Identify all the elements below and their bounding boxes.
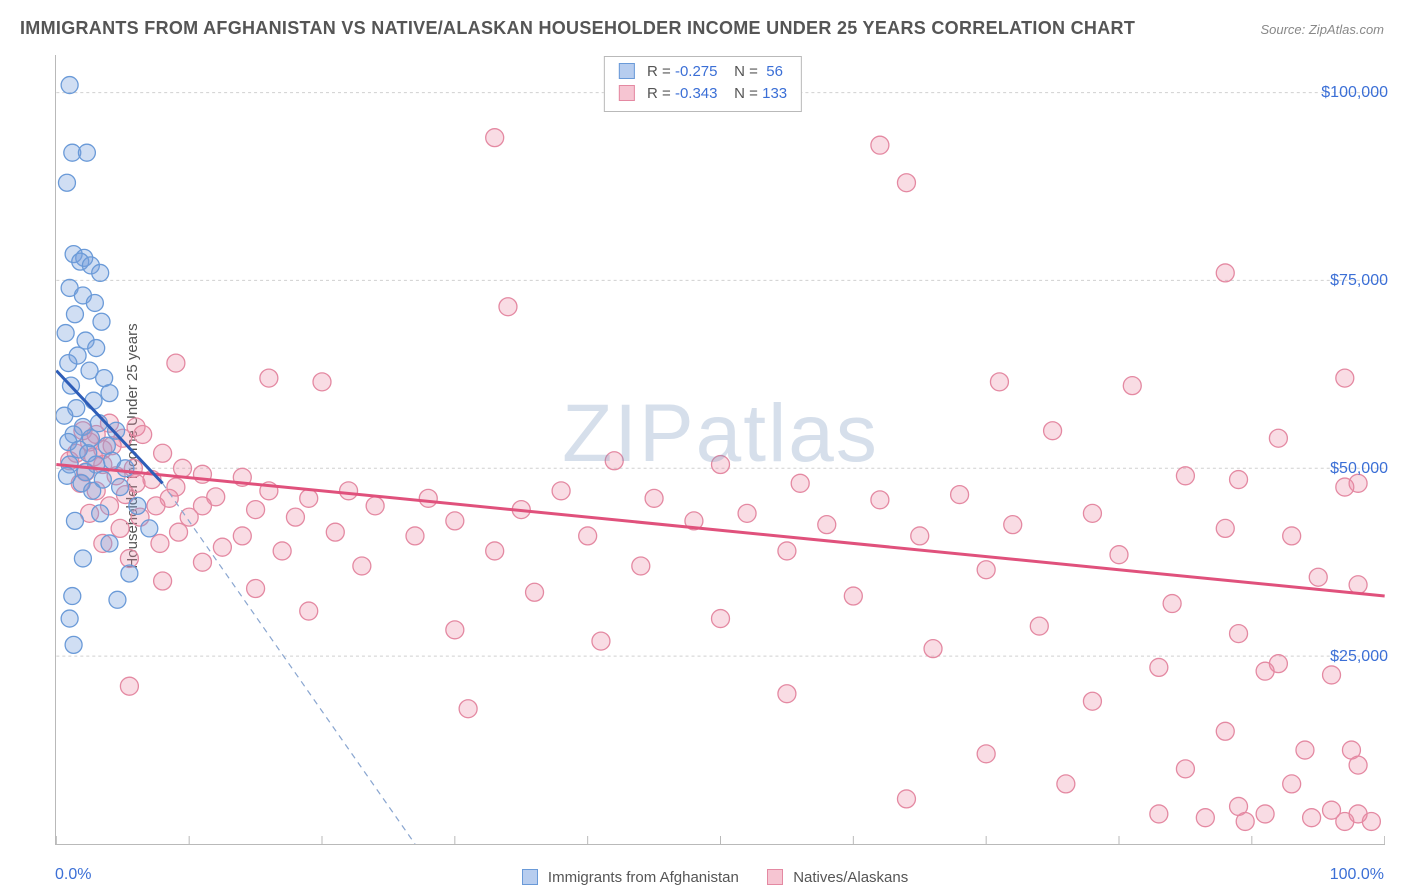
n-value-series2: 133 [762,85,787,102]
r-label-2: R = [647,85,671,102]
swatch-series1 [619,63,635,79]
chart-container: IMMIGRANTS FROM AFGHANISTAN VS NATIVE/AL… [0,0,1406,892]
legend-label-series2: Natives/Alaskans [793,869,908,886]
series-legend: Immigrants from Afghanistan Natives/Alas… [0,869,1406,886]
legend-swatch-series2 [767,869,783,885]
r-value-series1: -0.275 [675,63,718,80]
y-tick-label: $50,000 [1330,460,1388,478]
swatch-series2 [619,85,635,101]
y-tick-label: $100,000 [1321,84,1388,102]
r-label: R = [647,63,671,80]
stats-legend-box: R = -0.275 N = 56 R = -0.343 N = 133 [604,56,802,112]
y-tick-label: $25,000 [1330,648,1388,666]
stats-row-series2: R = -0.343 N = 133 [619,83,787,105]
n-label: N = [734,63,758,80]
plot-svg [56,55,1385,844]
n-value-series1: 56 [766,63,783,80]
n-label-2: N = [734,85,758,102]
source-attribution: Source: ZipAtlas.com [1260,22,1384,37]
r-value-series2: -0.343 [675,85,718,102]
legend-swatch-series1 [522,869,538,885]
plot-area: ZIPatlas [55,55,1385,845]
stats-row-series1: R = -0.275 N = 56 [619,61,787,83]
legend-label-series1: Immigrants from Afghanistan [548,869,739,886]
y-tick-label: $75,000 [1330,272,1388,290]
chart-title: IMMIGRANTS FROM AFGHANISTAN VS NATIVE/AL… [20,18,1135,39]
